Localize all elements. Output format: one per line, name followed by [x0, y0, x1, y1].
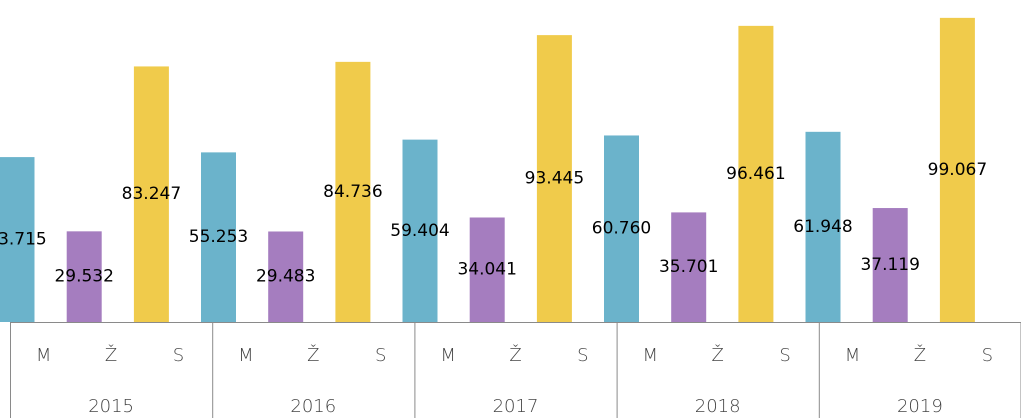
x-tick-label: 2015 — [88, 396, 134, 417]
x-tick-label: 2016 — [290, 396, 336, 417]
data-label: 29.532 — [54, 267, 113, 287]
data-label: 93.445 — [525, 169, 584, 189]
data-label: 99.067 — [928, 160, 987, 180]
data-label: 55.253 — [189, 227, 248, 247]
sub-category-label: M — [643, 345, 659, 366]
bar — [335, 61, 371, 323]
x-tick-label: 2019 — [897, 396, 943, 417]
bar — [872, 208, 908, 322]
bar — [536, 35, 572, 323]
bar — [469, 217, 505, 322]
sub-category-label: Ž — [105, 344, 117, 366]
data-label: 53.715 — [0, 230, 47, 250]
bar — [268, 231, 304, 322]
bar — [939, 17, 975, 322]
sub-category-label: Ž — [509, 344, 521, 366]
data-label: 60.760 — [592, 219, 651, 239]
bar — [604, 135, 639, 322]
sub-category-label: Ž — [307, 344, 319, 366]
data-label: 84.736 — [323, 182, 382, 202]
bar — [133, 66, 169, 323]
data-label: 34.041 — [457, 260, 516, 280]
sub-category-label: Ž — [712, 344, 724, 366]
data-label: 29.483 — [256, 267, 315, 287]
bar — [0, 157, 35, 322]
bar — [738, 25, 774, 322]
data-label: 59.404 — [390, 221, 449, 241]
data-label: 96.461 — [726, 164, 785, 184]
sub-category-label: M — [440, 345, 456, 366]
data-label: 83.247 — [122, 184, 181, 204]
data-label: 35.701 — [659, 257, 718, 277]
sub-category-label: S — [779, 345, 790, 366]
sub-category-label: S — [982, 345, 993, 366]
sub-category-label: Ž — [914, 344, 926, 366]
bar — [201, 152, 236, 322]
bar — [671, 212, 707, 322]
bar — [402, 139, 438, 322]
sub-category-label: M — [36, 345, 52, 366]
bar — [805, 131, 841, 322]
sub-category-label: S — [173, 345, 184, 366]
x-tick-label: 2018 — [695, 396, 741, 417]
sub-category-label: S — [375, 345, 386, 366]
x-tick-label: 2017 — [493, 396, 539, 417]
data-label: 61.948 — [793, 217, 852, 237]
sub-category-label: M — [238, 345, 254, 366]
bar — [66, 231, 102, 322]
sub-category-label: M — [845, 345, 861, 366]
data-label: 37.119 — [860, 255, 919, 275]
sub-category-label: S — [577, 345, 588, 366]
